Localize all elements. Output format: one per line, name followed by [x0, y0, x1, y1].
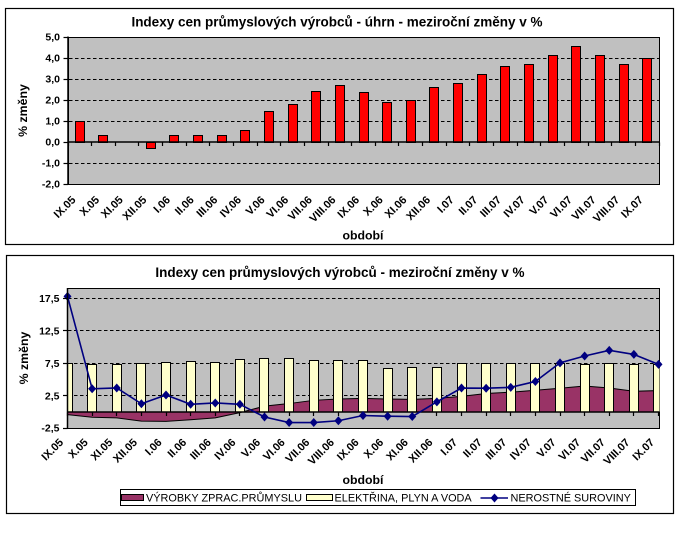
svg-text:12,5: 12,5 [39, 325, 60, 337]
svg-text:3,0: 3,0 [45, 74, 60, 86]
svg-text:% změny: % změny [16, 84, 30, 137]
svg-text:Indexy cen průmyslových výrobc: Indexy cen průmyslových výrobců - úhrn -… [131, 15, 542, 30]
svg-text:VÝROBKY ZPRAC.PRŮMYSLU: VÝROBKY ZPRAC.PRŮMYSLU [146, 492, 302, 505]
svg-text:období: období [343, 473, 385, 487]
svg-text:% změny: % změny [17, 332, 31, 385]
svg-text:17,5: 17,5 [39, 293, 60, 305]
svg-text:0,0: 0,0 [45, 137, 60, 149]
svg-text:-2,0: -2,0 [42, 179, 60, 191]
svg-text:4,0: 4,0 [45, 53, 60, 65]
svg-text:ELEKTŘINA, PLYN A VODA: ELEKTŘINA, PLYN A VODA [335, 492, 473, 505]
svg-text:NEROSTNÉ SUROVINY: NEROSTNÉ SUROVINY [511, 492, 632, 505]
svg-text:-1,0: -1,0 [42, 158, 60, 170]
svg-text:2,0: 2,0 [45, 95, 60, 107]
svg-text:2,5: 2,5 [45, 390, 60, 402]
svg-text:5,0: 5,0 [45, 32, 60, 44]
svg-text:-2,5: -2,5 [41, 423, 59, 435]
svg-text:1,0: 1,0 [45, 116, 60, 128]
svg-text:7,5: 7,5 [45, 358, 60, 370]
svg-text:Indexy cen průmyslových výrobc: Indexy cen průmyslových výrobců - meziro… [155, 265, 524, 280]
svg-text:období: období [343, 228, 385, 242]
